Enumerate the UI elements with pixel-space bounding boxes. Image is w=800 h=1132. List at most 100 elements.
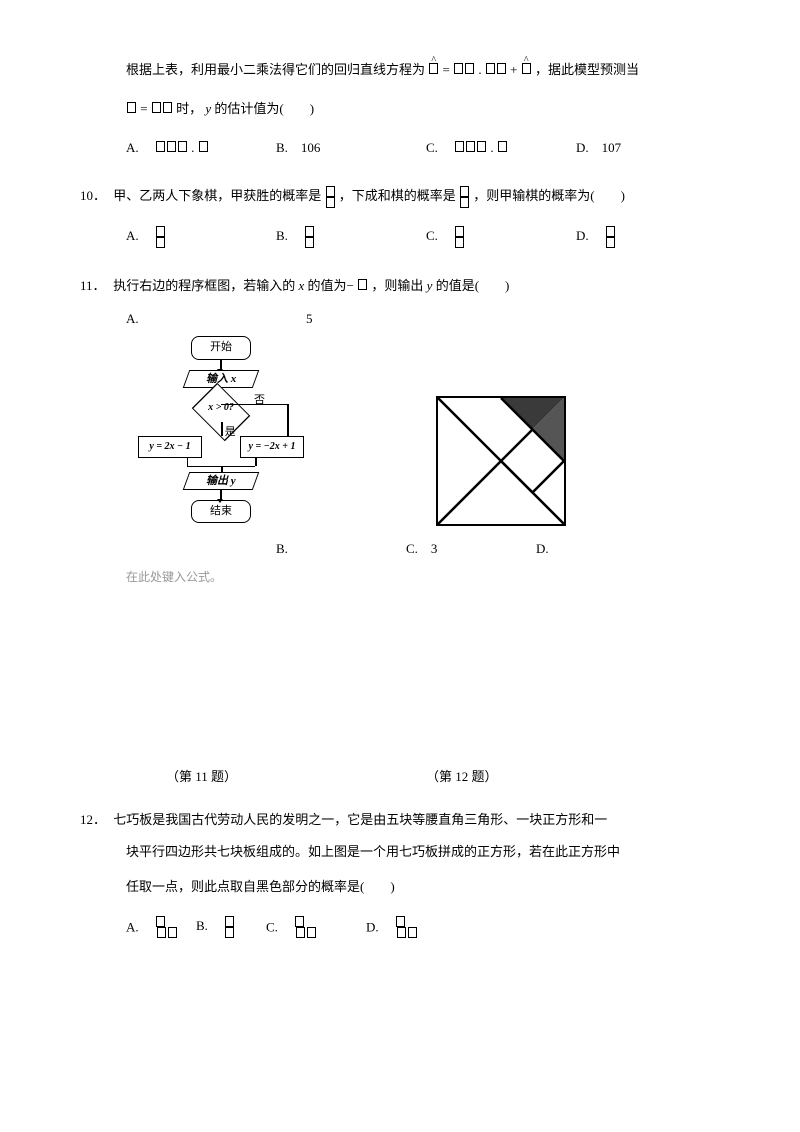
num-box [178, 141, 187, 152]
num-box [497, 63, 506, 74]
a-hat-box [522, 63, 531, 74]
arrow-icon [220, 490, 222, 500]
q12-num: 12． [80, 810, 110, 831]
fraction [395, 916, 419, 941]
fc-output-text: 输出 y [206, 473, 236, 489]
q11-option-c[interactable]: C. 3 [406, 539, 536, 560]
q9-line1: 根据上表，利用最小二乘法得它们的回归直线方程为 = . + ，据此模型预测当 [80, 60, 720, 81]
q10-option-b[interactable]: B. [276, 226, 426, 248]
num-box [156, 141, 165, 152]
num-box [199, 141, 208, 152]
diagram-row: 开始 输入 x x > 0? 是 否 y = 2x − 1 y = −2x + … [80, 336, 720, 533]
q10-option-c[interactable]: C. [426, 226, 576, 248]
q12-options: A. B. C. D. [80, 916, 720, 941]
q10-options: A. B. C. D. [80, 226, 720, 248]
num-box [163, 102, 172, 113]
y-var: y [205, 101, 211, 116]
q10-option-a[interactable]: A. [126, 226, 276, 248]
opt-label: A. [126, 228, 152, 243]
plus: + [510, 62, 521, 77]
opt-label: D. [576, 228, 602, 243]
arrow-icon [220, 360, 222, 370]
q11-option-a[interactable]: A. [126, 309, 306, 330]
q9-option-b[interactable]: B. 106 [276, 138, 426, 159]
x-box [127, 102, 136, 113]
q10-text-a: 甲、乙两人下象棋，甲获胜的概率是 [113, 188, 321, 203]
q9-option-c[interactable]: C. . [426, 138, 576, 159]
q9-text-1: 根据上表，利用最小二乘法得它们的回归直线方程为 [126, 62, 425, 77]
q12-option-b[interactable]: B. [196, 916, 266, 941]
q11-text-d: 的值是( ) [436, 278, 510, 293]
caption-row: （第 11 题） （第 12 题） [80, 767, 720, 788]
q11-option-a-row: A. 5 [80, 309, 720, 330]
eq2: = [140, 101, 151, 116]
q10-text-b: ，下成和棋的概率是 [339, 188, 456, 203]
num-box [454, 63, 463, 74]
num-box [358, 279, 367, 290]
opt-label: B. [276, 228, 301, 243]
question-11: 11． 执行右边的程序框图，若输入的 x 的值为− ，则输出 y 的值是( ) … [80, 276, 720, 787]
q11-option-d[interactable]: D. [536, 539, 636, 560]
q10-text: 10． 甲、乙两人下象棋，甲获胜的概率是 ，下成和棋的概率是 ，则甲输棋的概率为… [80, 186, 720, 208]
q12-option-a[interactable]: A. [126, 916, 196, 941]
y-var: y [427, 278, 433, 293]
q10-option-d[interactable]: D. [576, 226, 726, 248]
dot: . [191, 140, 198, 155]
caption-11: （第 11 题） [126, 767, 426, 788]
fraction [155, 226, 166, 248]
fc-no: 否 [254, 392, 265, 410]
fraction [459, 186, 470, 208]
fc-start: 开始 [191, 336, 251, 360]
q9-options: A. . B. 106 C. . D. 107 [80, 138, 720, 159]
y-hat-box [429, 63, 438, 74]
fraction [294, 916, 318, 941]
fraction [155, 916, 179, 941]
q12-option-d[interactable]: D. [366, 916, 436, 941]
opt-label: C. [426, 228, 451, 243]
question-9: 根据上表，利用最小二乘法得它们的回归直线方程为 = . + ，据此模型预测当 =… [80, 60, 720, 158]
dot: . [478, 62, 485, 77]
num-box [498, 141, 507, 152]
q9-line2: = 时， y 的估计值为( ) [80, 99, 720, 120]
fraction [605, 226, 616, 248]
q10-text-c: ，则甲输棋的概率为( ) [473, 188, 625, 203]
fc-right: y = −2x + 1 [240, 436, 304, 458]
q9-option-d[interactable]: D. 107 [576, 138, 726, 159]
fc-output: 输出 y [183, 472, 260, 490]
tangram-icon [436, 396, 566, 526]
num-box [466, 141, 475, 152]
q9-option-a[interactable]: A. . [126, 138, 276, 159]
q12-line3: 任取一点，则此点取自黑色部分的概率是( ) [80, 877, 720, 898]
fraction [304, 226, 315, 248]
num-box [167, 141, 176, 152]
fc-input-text: 输入 x [206, 371, 236, 387]
fraction [454, 226, 465, 248]
q9-text-2: ，据此模型预测当 [535, 62, 639, 77]
q11-num: 11． [80, 276, 110, 297]
num-box [477, 141, 486, 152]
opt-label: B. [196, 918, 221, 933]
opt-label: D. [366, 919, 392, 934]
question-10: 10． 甲、乙两人下象棋，甲获胜的概率是 ，下成和棋的概率是 ，则甲输棋的概率为… [80, 186, 720, 248]
caption-12: （第 12 题） [426, 767, 498, 788]
num-box [486, 63, 495, 74]
num-box [152, 102, 161, 113]
num-box [455, 141, 464, 152]
q12-option-c[interactable]: C. [266, 916, 366, 941]
q9-text-3: 时， [176, 101, 202, 116]
q11-text-a: 执行右边的程序框图，若输入的 [113, 278, 298, 293]
q9-text-4: 的估计值为( ) [214, 101, 314, 116]
q11-option-b[interactable]: B. [276, 539, 406, 560]
opt-label: A. [126, 919, 152, 934]
dot: . [490, 140, 497, 155]
flowchart: 开始 输入 x x > 0? 是 否 y = 2x − 1 y = −2x + … [126, 336, 316, 523]
opt-label: C. [266, 919, 291, 934]
q12-text-1: 七巧板是我国古代劳动人民的发明之一，它是由五块等腰直角三角形、一块正方形和一 [113, 812, 607, 827]
opt-label: C. [426, 140, 451, 155]
eq: = [443, 62, 454, 77]
q12-line1: 12． 七巧板是我国古代劳动人民的发明之一，它是由五块等腰直角三角形、一块正方形… [80, 810, 720, 831]
fc-input: 输入 x [183, 370, 260, 388]
question-12: 12． 七巧板是我国古代劳动人民的发明之一，它是由五块等腰直角三角形、一块正方形… [80, 810, 720, 941]
formula-placeholder: 在此处键入公式。 [80, 568, 720, 587]
fc-branches: y = 2x − 1 y = −2x + 1 [126, 436, 316, 458]
